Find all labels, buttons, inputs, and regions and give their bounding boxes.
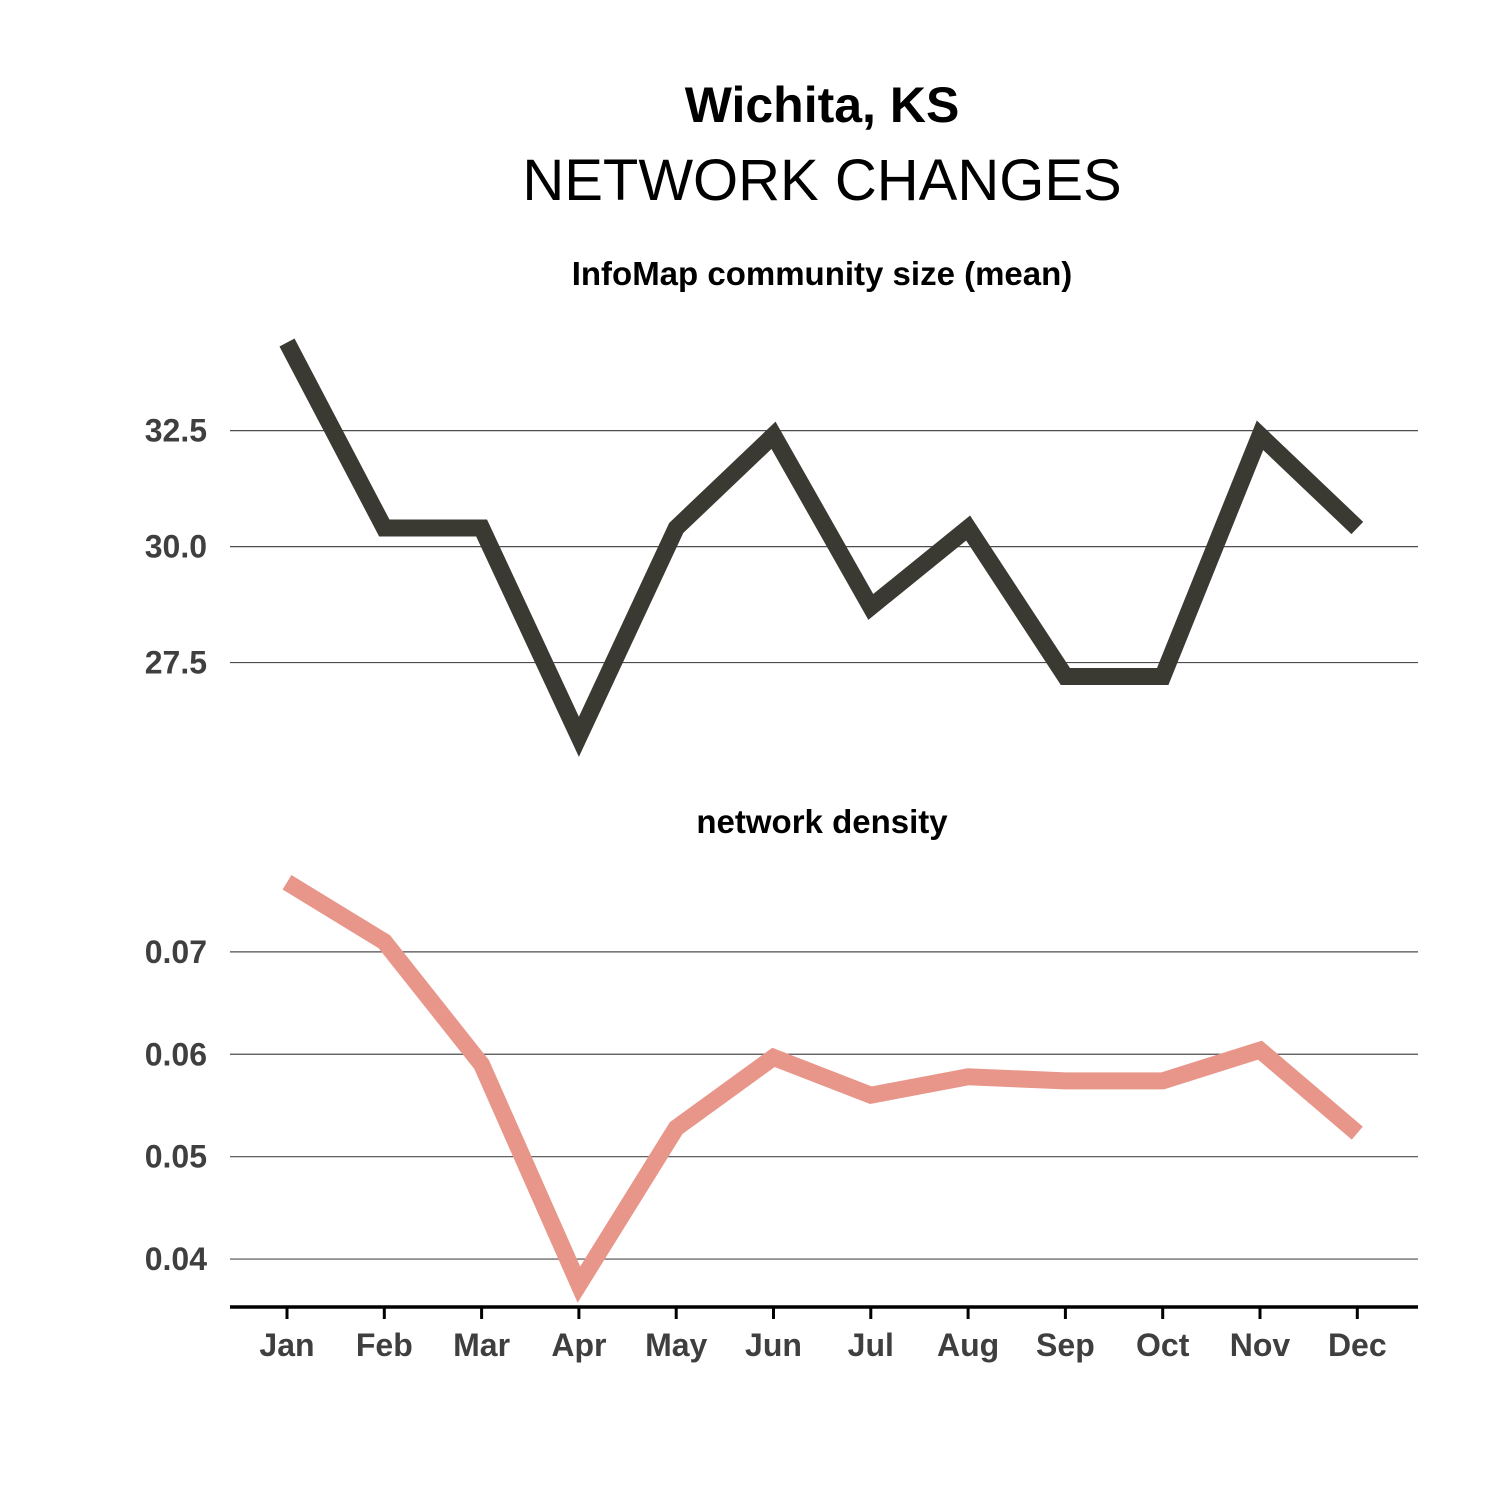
- x-tick-label: Oct: [1136, 1327, 1190, 1363]
- x-tick-label: May: [645, 1327, 707, 1363]
- x-tick-label: Dec: [1328, 1327, 1387, 1363]
- x-tick-label: Aug: [937, 1327, 999, 1363]
- data-point: [480, 1063, 484, 1067]
- panel-1-community-size: 27.5 30.0 32.5: [145, 338, 1418, 757]
- data-point: [966, 526, 970, 530]
- data-point: [382, 940, 386, 944]
- data-point: [1355, 1131, 1359, 1135]
- data-point: [480, 526, 484, 530]
- series-line: [279, 338, 1364, 757]
- data-point: [285, 340, 289, 344]
- chart-subtitle: NETWORK CHANGES: [522, 148, 1121, 213]
- data-point: [1258, 433, 1262, 437]
- x-tick-label: Nov: [1230, 1327, 1291, 1363]
- panel-1-title: InfoMap community size (mean): [572, 255, 1073, 292]
- data-point: [1258, 1048, 1262, 1052]
- data-point: [382, 526, 386, 530]
- series-line: [282, 875, 1363, 1303]
- chart-title: Wichita, KS: [685, 77, 960, 133]
- panel-2-title: network density: [696, 803, 948, 840]
- x-tick-label: Apr: [551, 1327, 606, 1363]
- data-point: [674, 1126, 678, 1130]
- data-point: [1063, 674, 1067, 678]
- x-tick-label: Feb: [356, 1327, 413, 1363]
- y-tick-label: 30.0: [145, 529, 207, 565]
- y-tick-label: 32.5: [145, 413, 207, 449]
- data-point: [869, 605, 873, 609]
- x-tick-label: Sep: [1036, 1327, 1095, 1363]
- y-tick-label: 27.5: [145, 645, 207, 681]
- y-tick-label: 0.04: [145, 1241, 207, 1277]
- data-point: [772, 433, 776, 437]
- x-tick-label: Jun: [745, 1327, 802, 1363]
- data-point: [285, 880, 289, 884]
- y-tick-label: 0.06: [145, 1036, 207, 1072]
- x-tick-label: Mar: [453, 1327, 510, 1363]
- data-point: [869, 1093, 873, 1097]
- data-point: [577, 1283, 581, 1287]
- x-tick-label: Jan: [259, 1327, 314, 1363]
- panel-2-network-density: 0.04 0.05 0.06 0.07: [145, 875, 1418, 1303]
- data-point: [966, 1075, 970, 1079]
- data-point: [577, 735, 581, 739]
- x-tick-label: Jul: [848, 1327, 894, 1363]
- data-point: [772, 1055, 776, 1059]
- y-tick-label: 0.05: [145, 1139, 207, 1175]
- y-tick-label: 0.07: [145, 934, 207, 970]
- data-point: [1161, 1079, 1165, 1083]
- data-point: [674, 526, 678, 530]
- data-point: [1161, 674, 1165, 678]
- data-point: [1355, 526, 1359, 530]
- x-axis: Jan Feb Mar Apr May Jun Jul Aug Sep Oct Nov Dec: [230, 1305, 1418, 1363]
- data-point: [1063, 1079, 1067, 1083]
